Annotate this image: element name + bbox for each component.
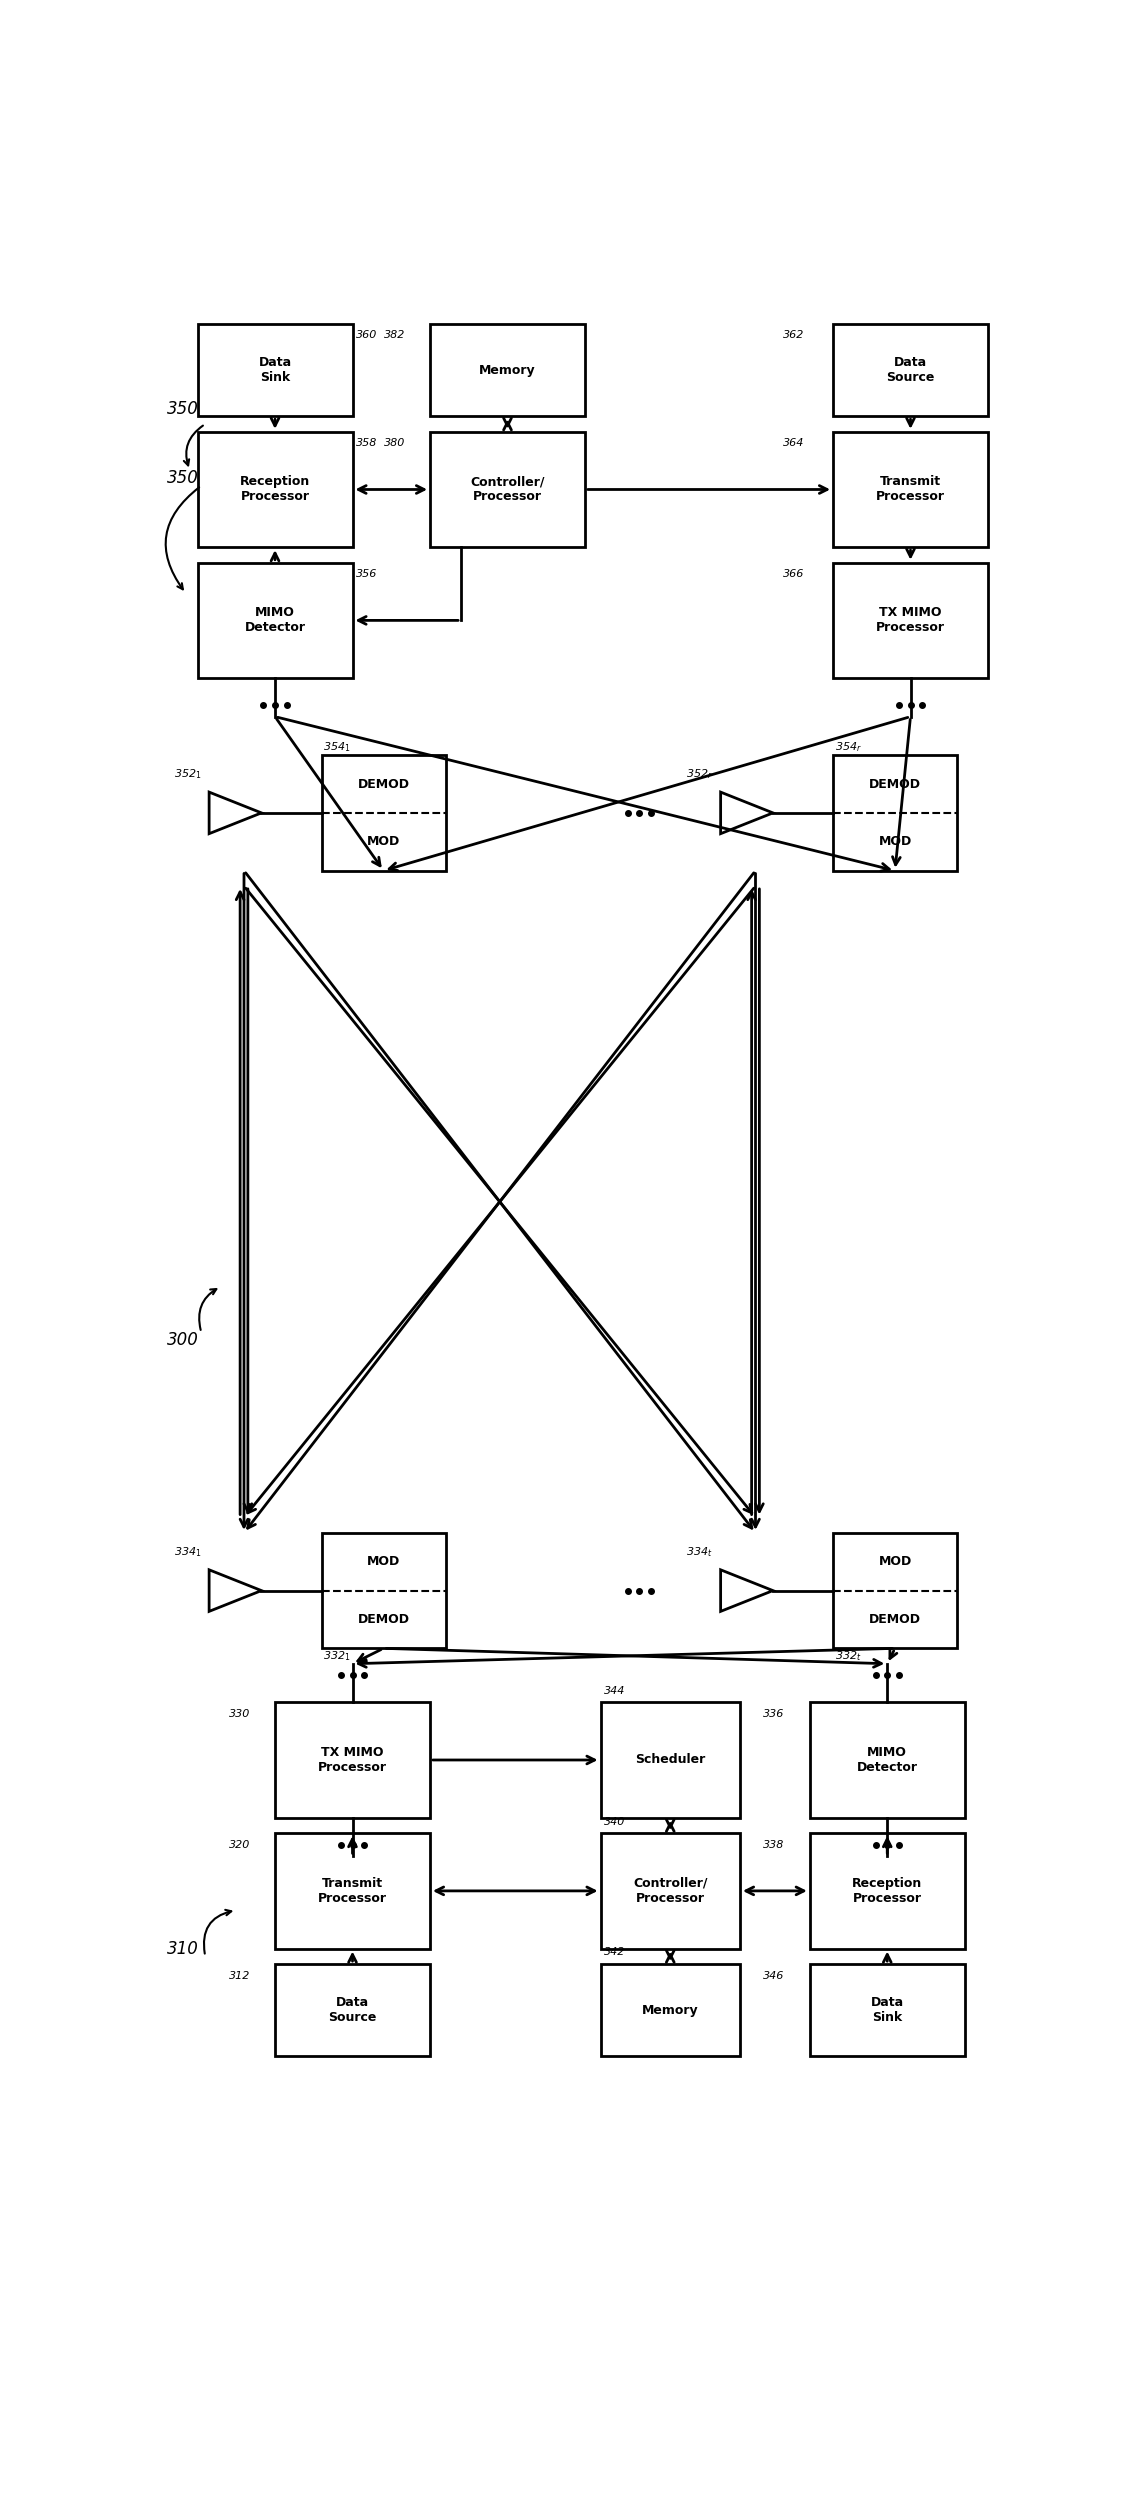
Text: MIMO
Detector: MIMO Detector (857, 1745, 918, 1775)
Text: MOD: MOD (878, 835, 911, 847)
Bar (430, 323, 584, 416)
Bar (601, 1833, 740, 1948)
Text: 310: 310 (166, 1940, 198, 1958)
Text: 340: 340 (604, 1818, 626, 1828)
Text: 330: 330 (228, 1710, 250, 1720)
Text: 334$_t$: 334$_t$ (685, 1544, 713, 1559)
Bar (275, 1702, 430, 1818)
Text: 350: 350 (166, 399, 198, 419)
Bar (833, 1532, 957, 1647)
Text: 344: 344 (604, 1685, 626, 1695)
Text: 356: 356 (356, 569, 378, 579)
Text: MOD: MOD (367, 835, 400, 847)
Text: 358: 358 (356, 439, 378, 449)
Text: Reception
Processor: Reception Processor (853, 1878, 923, 1905)
Text: 366: 366 (783, 569, 804, 579)
Text: Memory: Memory (479, 364, 536, 376)
Bar (197, 562, 353, 677)
Bar (197, 323, 353, 416)
Text: TX MIMO
Processor: TX MIMO Processor (876, 607, 945, 634)
Bar (833, 562, 988, 677)
Text: 350: 350 (166, 469, 198, 486)
Bar (430, 431, 584, 547)
Bar (275, 1963, 430, 2056)
Bar (197, 431, 353, 547)
Bar (322, 755, 446, 870)
Text: 364: 364 (783, 439, 804, 449)
Bar (601, 1702, 740, 1818)
Text: Controller/
Processor: Controller/ Processor (470, 476, 544, 504)
Text: 360: 360 (356, 331, 378, 341)
Bar (833, 323, 988, 416)
Text: 346: 346 (763, 1971, 785, 1981)
Text: DEMOD: DEMOD (358, 1612, 409, 1627)
Text: 352$_1$: 352$_1$ (174, 767, 202, 782)
Bar (833, 431, 988, 547)
Text: 334$_1$: 334$_1$ (174, 1544, 202, 1559)
Text: 312: 312 (228, 1971, 250, 1981)
Text: Transmit
Processor: Transmit Processor (317, 1878, 387, 1905)
Bar (810, 1963, 965, 2056)
Text: 362: 362 (783, 331, 804, 341)
Text: Data
Sink: Data Sink (871, 1996, 904, 2023)
Text: 320: 320 (228, 1840, 250, 1850)
Text: 354$_1$: 354$_1$ (323, 740, 351, 755)
Bar (810, 1702, 965, 1818)
Text: 354$_r$: 354$_r$ (835, 740, 862, 755)
Text: DEMOD: DEMOD (869, 777, 921, 790)
Text: MOD: MOD (367, 1554, 400, 1569)
Text: Scheduler: Scheduler (635, 1752, 706, 1767)
Text: 300: 300 (166, 1331, 198, 1349)
Text: Memory: Memory (642, 2003, 699, 2016)
Text: Transmit
Processor: Transmit Processor (876, 476, 945, 504)
Text: 332$_t$: 332$_t$ (835, 1650, 862, 1662)
Text: DEMOD: DEMOD (358, 777, 409, 790)
Text: Data
Sink: Data Sink (259, 356, 291, 384)
Bar (833, 755, 957, 870)
Bar (810, 1833, 965, 1948)
Text: MIMO
Detector: MIMO Detector (244, 607, 306, 634)
Text: 338: 338 (763, 1840, 785, 1850)
Text: Data
Source: Data Source (886, 356, 935, 384)
Text: Reception
Processor: Reception Processor (240, 476, 311, 504)
Bar (275, 1833, 430, 1948)
Text: 382: 382 (384, 331, 405, 341)
Text: 336: 336 (763, 1710, 785, 1720)
Bar (601, 1963, 740, 2056)
Text: MOD: MOD (878, 1554, 911, 1569)
Bar (322, 1532, 446, 1647)
Text: TX MIMO
Processor: TX MIMO Processor (317, 1745, 387, 1775)
Text: DEMOD: DEMOD (869, 1612, 921, 1627)
Text: 352$_r$: 352$_r$ (685, 767, 713, 782)
Text: 332$_1$: 332$_1$ (323, 1650, 351, 1662)
Text: 380: 380 (384, 439, 405, 449)
Text: 342: 342 (604, 1948, 626, 1958)
Text: Data
Source: Data Source (328, 1996, 377, 2023)
Text: Controller/
Processor: Controller/ Processor (633, 1878, 707, 1905)
